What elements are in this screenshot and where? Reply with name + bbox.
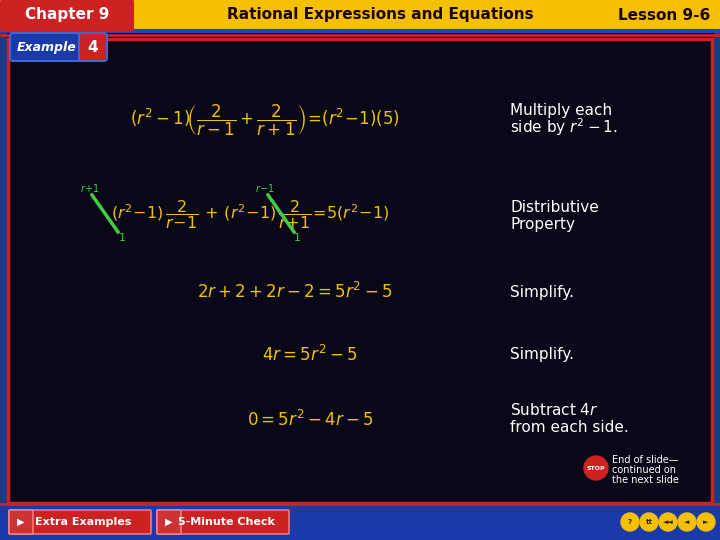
Text: STOP: STOP xyxy=(587,465,606,470)
Circle shape xyxy=(584,456,608,480)
Text: $2r+2+2r-2=5r^2-5$: $2r+2+2r-2=5r^2-5$ xyxy=(197,282,392,302)
Text: Example: Example xyxy=(17,40,77,53)
Text: Multiply each: Multiply each xyxy=(510,103,612,118)
Circle shape xyxy=(678,513,696,531)
Text: ?: ? xyxy=(628,519,632,525)
Text: ◄: ◄ xyxy=(684,519,690,525)
FancyBboxPatch shape xyxy=(157,510,289,534)
Circle shape xyxy=(659,513,677,531)
Circle shape xyxy=(621,513,639,531)
Bar xyxy=(0,504,720,540)
FancyBboxPatch shape xyxy=(0,0,134,32)
Circle shape xyxy=(697,513,715,531)
Text: $(r^2\!-\!1)\,\dfrac{2}{r\!-\!1}\,+\,(r^2\!-\!1)\,\dfrac{2}{r\!+\!1}\!=\!5(r^2\!: $(r^2\!-\!1)\,\dfrac{2}{r\!-\!1}\,+\,(r^… xyxy=(111,199,389,232)
Text: $1$: $1$ xyxy=(293,231,301,243)
Text: side by $r^2-1$.: side by $r^2-1$. xyxy=(510,116,618,138)
Text: Simplify.: Simplify. xyxy=(510,285,574,300)
Text: $0=5r^2-4r-5$: $0=5r^2-4r-5$ xyxy=(247,410,373,430)
Text: 4: 4 xyxy=(88,39,99,55)
FancyBboxPatch shape xyxy=(79,33,107,61)
Text: Rational Expressions and Equations: Rational Expressions and Equations xyxy=(227,8,534,23)
FancyBboxPatch shape xyxy=(9,510,151,534)
Circle shape xyxy=(640,513,658,531)
Text: $r\!-\!1$: $r\!-\!1$ xyxy=(255,182,275,194)
Text: Simplify.: Simplify. xyxy=(510,348,574,362)
FancyBboxPatch shape xyxy=(9,510,33,534)
Text: 5-Minute Check: 5-Minute Check xyxy=(178,517,274,527)
Text: ►: ► xyxy=(703,519,708,525)
Text: ▶: ▶ xyxy=(17,517,24,527)
Text: Extra Examples: Extra Examples xyxy=(35,517,131,527)
Text: from each side.: from each side. xyxy=(510,420,629,435)
Text: $1$: $1$ xyxy=(118,231,126,243)
Text: continued on: continued on xyxy=(612,465,676,475)
Bar xyxy=(8,39,712,503)
Text: $4r=5r^2-5$: $4r=5r^2-5$ xyxy=(262,345,358,365)
Text: Lesson 9-6: Lesson 9-6 xyxy=(618,8,710,23)
FancyBboxPatch shape xyxy=(157,510,181,534)
Text: the next slide: the next slide xyxy=(612,475,679,485)
Text: Chapter 9: Chapter 9 xyxy=(24,8,109,23)
Text: tt: tt xyxy=(646,519,652,525)
Text: Distributive: Distributive xyxy=(510,199,599,214)
FancyBboxPatch shape xyxy=(10,33,101,61)
Text: Subtract $4r$: Subtract $4r$ xyxy=(510,402,598,418)
Text: ▶: ▶ xyxy=(166,517,173,527)
Text: $r\!+\!1$: $r\!+\!1$ xyxy=(80,182,100,194)
Text: End of slide—: End of slide— xyxy=(612,455,678,465)
Text: Property: Property xyxy=(510,217,575,232)
Bar xyxy=(0,0,720,30)
Text: $(r^2-1)\!\left(\dfrac{2}{r-1}+\dfrac{2}{r+1}\right)\!=\!(r^2\!-\!1)(5)$: $(r^2-1)\!\left(\dfrac{2}{r-1}+\dfrac{2}… xyxy=(130,103,400,138)
Text: ◄◄: ◄◄ xyxy=(662,519,673,525)
